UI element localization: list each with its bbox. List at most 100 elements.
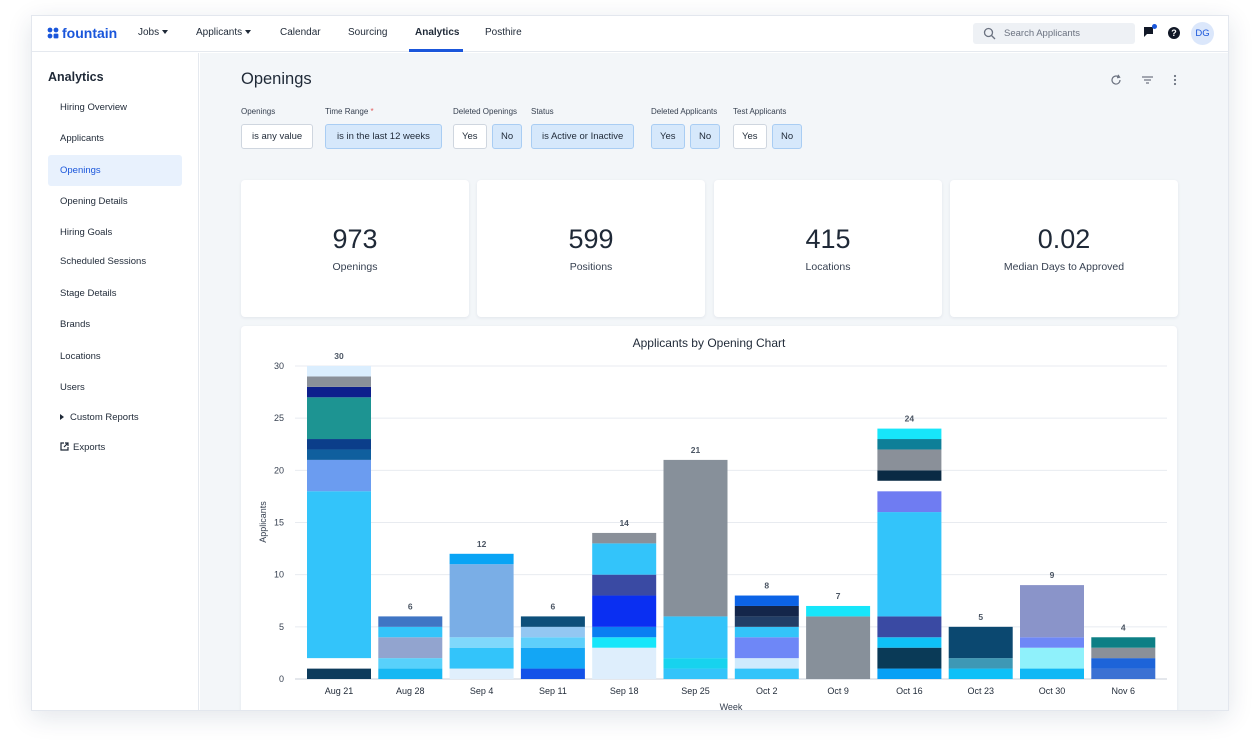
bar-segment [948,658,1013,669]
sidebar-item-users[interactable]: Users [60,382,85,393]
nav-applicants-label: Applicants [196,27,243,38]
search-input[interactable]: Search Applicants [973,23,1135,44]
refresh-icon[interactable] [1110,74,1122,86]
bar-segment [592,574,657,596]
sidebar-item-locations[interactable]: Locations [60,351,101,362]
stat-card-locations: 415 Locations [714,180,942,317]
test-applicants-yes[interactable]: Yes [733,124,767,149]
bar-segment [663,459,728,617]
bar-segment [877,449,942,471]
x-tick-label: Aug 21 [325,686,354,696]
filter-time-range-label-text: Time Range [325,107,369,116]
chevron-down-icon [245,30,252,35]
sidebar-title: Analytics [48,70,104,84]
bar-segment [1091,668,1156,679]
fountain-logo[interactable]: fountain [47,25,117,41]
sidebar-item-exports[interactable]: Exports [48,432,182,463]
y-tick-label: 15 [274,518,284,528]
top-nav: fountain Jobs Applicants Calendar Sourci… [32,16,1228,52]
notification-dot [1152,24,1157,29]
deleted-openings-yes[interactable]: Yes [453,124,487,149]
stat-label: Locations [805,261,851,273]
bar-segment [307,366,371,377]
bar-segment [449,668,514,679]
bar-segment [877,491,942,513]
sidebar-item-brands[interactable]: Brands [60,319,91,330]
bar-segment [806,616,871,679]
sidebar-item-openings[interactable]: Openings [48,155,182,186]
bar-segment [378,658,443,669]
y-tick-label: 25 [274,413,284,423]
bar-total-label: 5 [978,612,983,622]
main-content: Openings Openings is any value Time Rang… [200,53,1228,710]
deleted-applicants-yes[interactable]: Yes [651,124,685,149]
sidebar-item-stage-details[interactable]: Stage Details [60,288,117,299]
test-applicants-no[interactable]: No [771,124,803,149]
nav-calendar[interactable]: Calendar [280,27,321,38]
bar-segment [1020,647,1084,669]
bar-total-label: 8 [764,581,769,591]
sidebar-item-applicants[interactable]: Applicants [60,133,104,144]
filter-test-applicants-label: Test Applicants [733,107,787,116]
bar-segment [520,647,585,669]
filter-deleted-applicants: Deleted Applicants Yes No [651,107,721,149]
y-tick-label: 0 [279,674,284,684]
x-tick-label: Nov 6 [1112,686,1136,696]
filter-openings-value[interactable]: is any value [241,124,314,149]
bar-segment [307,491,371,659]
stat-value: 415 [805,224,851,254]
nav-jobs-label: Jobs [138,27,160,38]
nav-analytics[interactable]: Analytics [415,27,460,38]
sidebar-item-label: Custom Reports [70,412,139,423]
x-tick-label: Sep 25 [681,686,710,696]
bar-segment [1091,637,1156,648]
y-tick-label: 10 [274,570,284,580]
filter-deleted-openings: Deleted Openings Yes No [453,107,523,149]
filter-status: Status is Active or Inactive [531,107,635,149]
x-tick-label: Oct 16 [896,686,923,696]
bar-segment [877,428,942,440]
sidebar-item-hiring-goals[interactable]: Hiring Goals [60,227,113,238]
more-options-icon[interactable] [1172,74,1178,86]
bar-segment [948,626,1013,659]
sidebar-item-custom-reports[interactable]: Custom Reports [48,402,182,433]
bar-segment [378,626,443,638]
nav-applicants[interactable]: Applicants [196,27,252,38]
sidebar-item-hiring-overview[interactable]: Hiring Overview [60,102,128,113]
bar-segment [592,637,657,648]
bar-segment [378,616,443,627]
bar-segment [592,647,657,679]
stacked-bar-chart: Applicants by Opening Chart 0 5 10 15 20 25 30 A… [258,336,1167,710]
bar-segment [592,532,657,544]
bar-total-label: 4 [1121,622,1126,632]
bar-segment [877,616,942,638]
bar-segment [307,459,371,492]
bar-segment [307,449,371,460]
nav-jobs[interactable]: Jobs [138,27,169,38]
chat-icon[interactable] [1143,26,1155,38]
help-icon[interactable]: ? [1168,27,1180,39]
bar-total-label: 6 [551,601,556,611]
bar-segment [734,605,799,617]
bar-segment [734,637,799,659]
stat-value: 599 [568,224,614,254]
sidebar-item-opening-details[interactable]: Opening Details [60,196,128,207]
filter-icon[interactable] [1141,74,1154,86]
bar-segment [1091,658,1156,669]
bar-segment [734,616,799,627]
deleted-applicants-no[interactable]: No [689,124,721,149]
sidebar-item-scheduled-sessions[interactable]: Scheduled Sessions [60,256,147,267]
nav-sourcing[interactable]: Sourcing [348,27,388,38]
bar-segment [378,637,443,659]
filter-time-range-value[interactable]: is in the last 12 weeks [325,124,442,149]
filter-openings: Openings is any value [241,107,314,149]
filter-status-value[interactable]: is Active or Inactive [531,124,635,149]
filter-test-applicants: Test Applicants Yes No [733,107,803,149]
x-tick-label: Oct 2 [756,686,778,696]
bar-segment [520,668,585,679]
avatar[interactable]: DG [1191,22,1214,45]
nav-posthire[interactable]: Posthire [485,27,522,38]
deleted-openings-no[interactable]: No [491,124,523,149]
bar-segment [449,553,514,565]
x-tick-label: Aug 28 [396,686,425,696]
